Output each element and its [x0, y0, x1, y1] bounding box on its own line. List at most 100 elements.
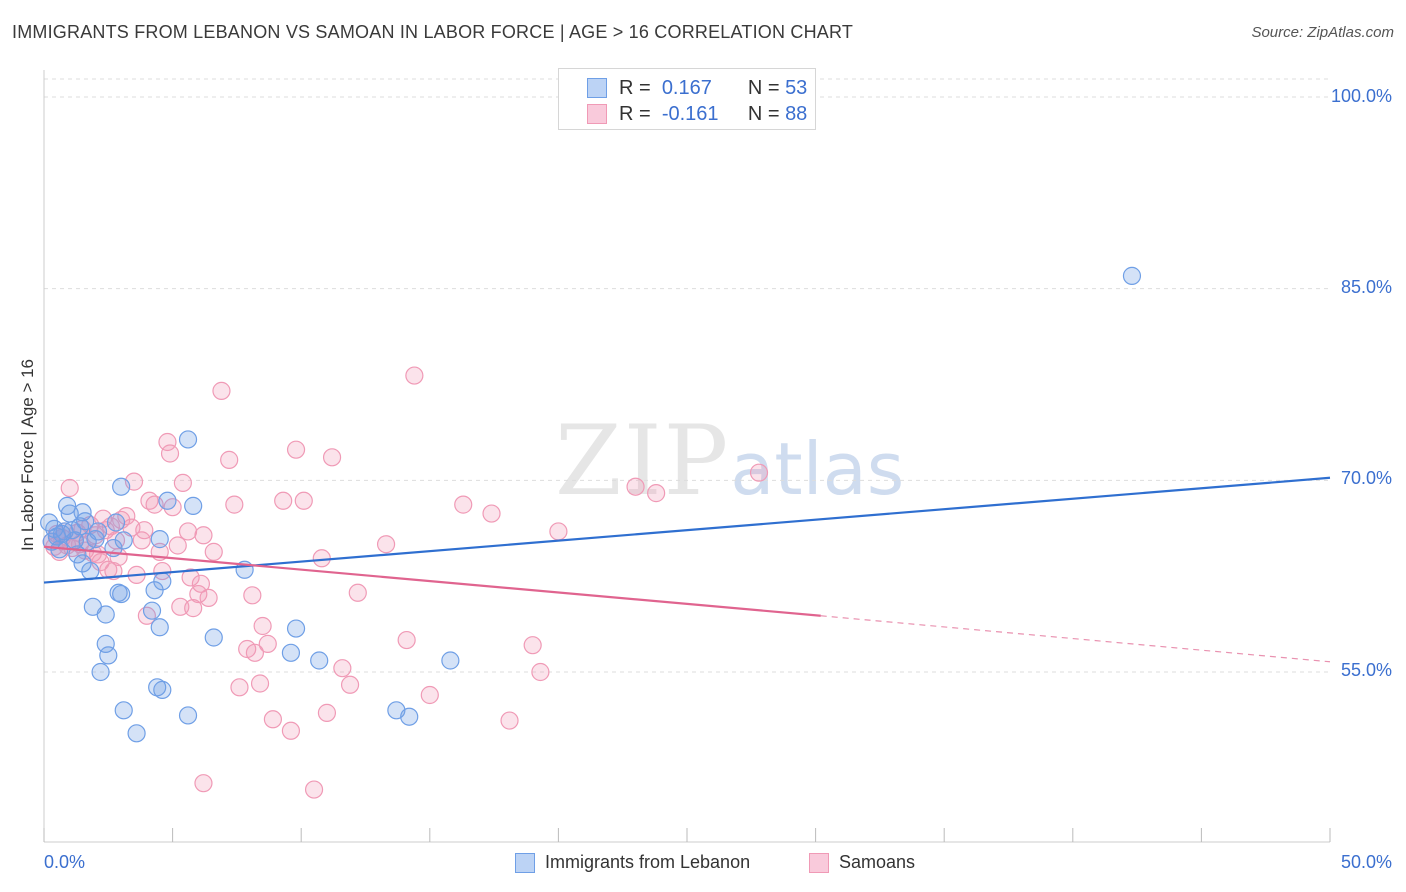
chart-title: IMMIGRANTS FROM LEBANON VS SAMOAN IN LAB…	[12, 22, 854, 42]
samoan-point	[340, 675, 360, 694]
stats-row-lebanon: R = 0.167 N = 53	[587, 76, 807, 100]
samoan-point	[158, 432, 177, 452]
lebanon-point	[76, 512, 95, 531]
r-value: -0.161	[661, 102, 719, 125]
n-value: 88	[785, 102, 808, 125]
samoan-point	[225, 495, 244, 514]
r-value: 0.167	[661, 76, 712, 99]
samoan-point	[294, 491, 313, 510]
series-legend: Immigrants from Lebanon Samoans	[0, 852, 1406, 878]
lebanon-point	[99, 646, 118, 665]
samoan-point	[274, 491, 293, 510]
samoan-point	[153, 561, 172, 581]
samoan-point	[243, 586, 262, 605]
samoan-point	[117, 507, 136, 526]
lebanon-point	[114, 701, 133, 720]
lebanon-point	[310, 651, 329, 670]
samoan-point	[626, 477, 645, 496]
samoan-point	[178, 522, 198, 541]
samoan-legend-swatch	[809, 852, 829, 873]
x-tick-label: 0.0%	[44, 852, 86, 872]
n-label: N =	[747, 102, 780, 125]
samoan-point	[191, 574, 210, 593]
samoan-point	[263, 710, 283, 729]
x-tick-label: 50.0%	[1340, 852, 1392, 872]
samoan-point	[317, 703, 337, 722]
source-label: Source: ZipAtlas.com	[1251, 24, 1394, 41]
lebanon-swatch	[587, 78, 607, 98]
samoan-point	[171, 597, 190, 616]
n-value: 53	[785, 76, 808, 99]
lebanon-point	[73, 554, 92, 573]
samoan-point	[482, 504, 501, 523]
lebanon-point	[142, 601, 162, 620]
samoan-point	[91, 553, 110, 572]
r-label: R =	[619, 102, 651, 125]
samoan-point	[523, 636, 542, 655]
lebanon-point	[441, 651, 460, 670]
lebanon-point	[150, 618, 169, 637]
samoan-point	[168, 536, 187, 555]
samoan-point	[376, 535, 396, 554]
lebanon-point	[106, 513, 126, 532]
samoan-point	[212, 381, 231, 400]
lebanon-point	[112, 477, 131, 496]
samoan-point	[230, 678, 249, 697]
samoan-point	[348, 583, 367, 602]
lebanon-point	[114, 531, 133, 550]
samoan-point	[322, 448, 342, 467]
lebanon-point	[153, 572, 172, 591]
lebanon-trend-line	[43, 476, 1331, 584]
samoan-point	[304, 780, 324, 799]
stats-row-samoan: R = -0.161 N = 88	[587, 102, 807, 126]
samoan-point	[253, 616, 272, 636]
y-tick-label: 85.0%	[1340, 277, 1392, 297]
legend-item-samoan: Samoans	[809, 852, 915, 873]
samoan-point	[184, 599, 203, 618]
y-tick-label: 70.0%	[1340, 468, 1392, 488]
samoan-point	[181, 568, 200, 587]
samoan-point	[531, 662, 550, 682]
lebanon-point	[127, 724, 146, 743]
y-tick-label: 55.0%	[1340, 660, 1392, 680]
samoan-point	[194, 774, 213, 793]
samoan-point	[220, 450, 239, 469]
lebanon-point	[81, 561, 100, 581]
samoan-point	[749, 463, 769, 482]
samoan-trend-extension	[820, 615, 1331, 663]
samoan-point	[258, 634, 277, 653]
lebanon-point	[148, 678, 167, 697]
samoan-point	[405, 366, 424, 385]
samoan-point	[160, 444, 180, 463]
lebanon-point	[88, 522, 108, 541]
y-tick-label: 100.0%	[1330, 86, 1392, 106]
watermark-zip: ZIP	[555, 405, 731, 517]
n-label: N =	[747, 76, 780, 99]
samoan-point	[173, 473, 192, 492]
samoan-point	[135, 521, 154, 540]
legend-item-lebanon: Immigrants from Lebanon	[515, 852, 750, 873]
legend-label: Samoans	[839, 852, 916, 872]
samoan-point	[137, 606, 156, 625]
samoan-point	[397, 630, 416, 650]
legend-label: Immigrants from Lebanon	[545, 852, 751, 872]
lebanon-point	[91, 662, 110, 682]
lebanon-point	[184, 496, 203, 515]
samoan-point	[333, 659, 352, 678]
samoan-point	[104, 561, 123, 581]
samoan-point	[549, 522, 568, 541]
samoan-point	[245, 643, 265, 662]
lebanon-point	[281, 643, 301, 662]
r-label: R =	[619, 76, 651, 99]
samoan-point	[647, 484, 666, 503]
lebanon-point	[400, 707, 419, 726]
lebanon-point	[112, 584, 131, 604]
samoan-point	[60, 478, 79, 498]
samoan-point	[454, 495, 473, 514]
samoan-swatch	[587, 104, 607, 124]
lebanon-point	[204, 628, 223, 647]
lebanon-point	[286, 619, 306, 638]
lebanon-point	[178, 706, 198, 725]
samoan-point	[286, 440, 306, 459]
